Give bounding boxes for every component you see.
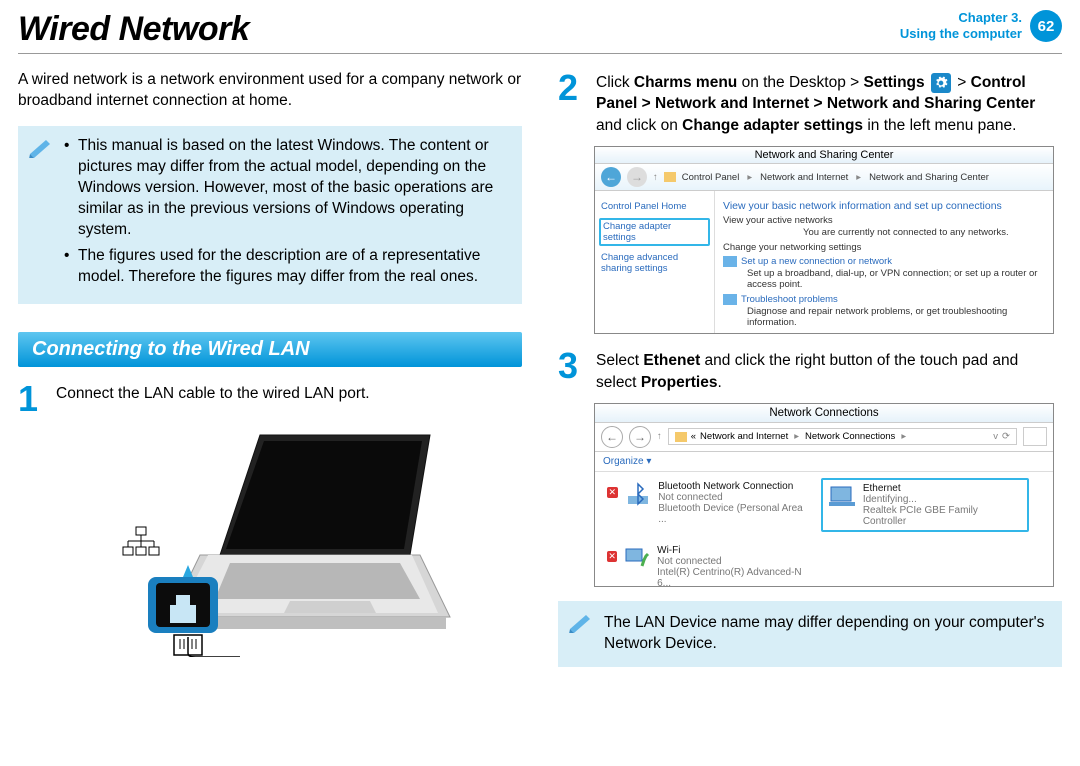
note-box-2: The LAN Device name may differ depending…: [558, 601, 1062, 667]
gear-icon: [931, 73, 951, 93]
bluetooth-icon: [624, 481, 653, 507]
screenshot-network-sharing-center: Network and Sharing Center ← → ↑ Control…: [594, 146, 1054, 334]
connection-detail: Bluetooth Device (Personal Area ...: [658, 503, 807, 525]
back-button[interactable]: ←: [601, 426, 623, 448]
content-columns: A wired network is a network environment…: [0, 64, 1080, 667]
back-button[interactable]: ←: [601, 167, 621, 187]
text: Select: [596, 352, 643, 369]
organize-menu[interactable]: Organize ▾: [595, 452, 1053, 472]
bold-text: Settings: [864, 74, 925, 91]
page-number-badge: 62: [1030, 10, 1062, 42]
window-title: Network Connections: [595, 404, 1053, 423]
note1-item2: The figures used for the description are…: [64, 246, 508, 288]
text: on the Desktop >: [737, 74, 863, 91]
status-x-icon: ✕: [607, 487, 618, 498]
breadcrumb-item[interactable]: Network and Internet: [760, 172, 848, 183]
link-setup-connection[interactable]: Set up a new connection or network: [741, 256, 892, 267]
label-change-settings: Change your networking settings: [723, 242, 1045, 253]
bold-text: Ethenet: [643, 352, 700, 369]
link-change-adapter[interactable]: Change adapter settings: [599, 218, 710, 246]
connection-name: Ethernet: [863, 483, 1023, 494]
note-box-1: This manual is based on the latest Windo…: [18, 126, 522, 304]
note-icon: [28, 136, 54, 158]
step-number: 1: [18, 381, 44, 417]
connection-status: Identifying...: [863, 494, 1023, 505]
breadcrumb-bar: ← → ↑ Control Panel▸ Network and Interne…: [595, 164, 1053, 191]
text: Click: [596, 74, 634, 91]
ethernet-icon: [827, 483, 857, 509]
forward-button[interactable]: →: [629, 426, 651, 448]
note1-item1: This manual is based on the latest Windo…: [64, 136, 508, 241]
bold-text: Properties: [641, 374, 718, 391]
breadcrumb-item[interactable]: Control Panel: [682, 172, 740, 183]
page-title: Wired Network: [18, 10, 249, 49]
window-title: Network and Sharing Center: [595, 147, 1053, 164]
text: and click on: [596, 117, 682, 134]
nav-bar: ← → ↑ « Network and Internet ▸ Network C…: [595, 423, 1053, 452]
breadcrumb-item[interactable]: Network and Internet: [700, 431, 788, 442]
text: .: [717, 374, 721, 391]
main-pane: View your basic network information and …: [715, 191, 1053, 333]
header-right: Chapter 3. Using the computer 62: [900, 10, 1062, 42]
header-rule: [18, 53, 1062, 54]
chapter-line1: Chapter 3.: [900, 10, 1022, 26]
step-2: 2 Click Charms menu on the Desktop > Set…: [558, 70, 1062, 136]
chapter-line2: Using the computer: [900, 26, 1022, 42]
left-pane: Control Panel Home Change adapter settin…: [595, 191, 715, 333]
note-icon: [568, 611, 594, 633]
screenshot-network-connections: Network Connections ← → ↑ « Network and …: [594, 403, 1054, 587]
setup-icon: [723, 256, 737, 267]
text: >: [953, 74, 971, 91]
breadcrumb-item[interactable]: Network Connections: [805, 431, 895, 442]
troubleshoot-icon: [723, 294, 737, 305]
breadcrumb-folder-icon: [664, 172, 676, 182]
step-body: Connect the LAN cable to the wired LAN p…: [56, 381, 370, 417]
connection-detail: Intel(R) Centrino(R) Advanced-N 6...: [657, 567, 807, 589]
connection-status: Not connected: [658, 492, 807, 503]
step-1: 1 Connect the LAN cable to the wired LAN…: [18, 381, 522, 417]
bold-text: Charms menu: [634, 74, 737, 91]
step-number: 2: [558, 70, 584, 136]
text: in the left menu pane.: [863, 117, 1016, 134]
page-header: Wired Network Chapter 3. Using the compu…: [0, 0, 1080, 53]
bold-text: Change adapter settings: [682, 117, 863, 134]
connection-bluetooth[interactable]: ✕ Bluetooth Network Connection Not conne…: [603, 478, 811, 532]
connection-detail: Realtek PCIe GBE Family Controller: [863, 505, 1023, 527]
link-change-advanced[interactable]: Change advanced sharing settings: [601, 252, 708, 274]
left-column: A wired network is a network environment…: [18, 70, 522, 667]
step-body: Select Ethenet and click the right butto…: [596, 348, 1062, 393]
connection-wifi[interactable]: ✕ Wi-Fi Not connected Intel(R) Centrino(…: [603, 542, 811, 592]
search-box[interactable]: [1023, 427, 1047, 446]
step-body: Click Charms menu on the Desktop > Setti…: [596, 70, 1062, 136]
heading: View your basic network information and …: [723, 200, 1045, 212]
laptop-illustration: [80, 427, 460, 657]
note-text: The LAN Device name may differ depending…: [604, 614, 1044, 652]
chapter-label: Chapter 3. Using the computer: [900, 10, 1022, 41]
link-troubleshoot[interactable]: Troubleshoot problems: [741, 294, 838, 305]
text-trouble-sub: Diagnose and repair network problems, or…: [747, 306, 1045, 328]
forward-button[interactable]: →: [627, 167, 647, 187]
connection-status: Not connected: [657, 556, 807, 567]
breadcrumb-folder-icon: [675, 432, 687, 442]
connection-ethernet[interactable]: Ethernet Identifying... Realtek PCIe GBE…: [821, 478, 1029, 532]
section-header: Connecting to the Wired LAN: [18, 332, 522, 367]
connection-name: Bluetooth Network Connection: [658, 481, 807, 492]
text-setup-sub: Set up a broadband, dial-up, or VPN conn…: [747, 268, 1045, 290]
text-not-connected: You are currently not connected to any n…: [803, 227, 1045, 238]
label-view-active: View your active networks: [723, 215, 1045, 226]
intro-paragraph: A wired network is a network environment…: [18, 70, 522, 112]
connection-name: Wi-Fi: [657, 545, 807, 556]
breadcrumb[interactable]: « Network and Internet ▸ Network Connect…: [668, 428, 1017, 445]
step-3: 3 Select Ethenet and click the right but…: [558, 348, 1062, 393]
connections-grid: ✕ Bluetooth Network Connection Not conne…: [595, 472, 1053, 598]
wifi-icon: [623, 545, 651, 571]
breadcrumb-item[interactable]: Network and Sharing Center: [869, 172, 989, 183]
step-number: 3: [558, 348, 584, 393]
status-x-icon: ✕: [607, 551, 617, 562]
right-column: 2 Click Charms menu on the Desktop > Set…: [558, 70, 1062, 667]
link-control-panel-home[interactable]: Control Panel Home: [601, 201, 708, 212]
